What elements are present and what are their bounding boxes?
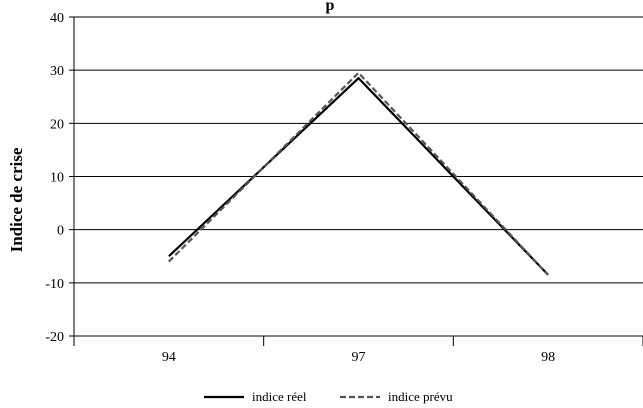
axes [73,17,643,346]
x-tick-labels: 94 97 98 [162,350,555,365]
series-line-reel [168,76,549,276]
y-tick-label: 0 [57,224,64,239]
series-lines [168,71,549,276]
legend-label: indice prévu [388,389,453,404]
gridlines [69,16,643,337]
y-tick-label: 30 [50,64,64,79]
legend: indice réel indice prévu [204,389,453,404]
x-tick-label: 94 [162,350,176,365]
x-tick-label: 97 [352,350,366,365]
y-tick-label: 10 [50,171,64,186]
y-tick-label: 20 [50,117,64,132]
y-tick-label: -20 [45,330,64,345]
y-tick-label: -10 [45,277,64,292]
legend-label: indice réel [252,389,307,404]
x-tick-label: 98 [541,350,555,365]
y-tick-labels: 40 30 20 10 0 -10 -20 [45,11,64,345]
y-axis-label: Indice de crise [7,147,26,252]
series-line-prevu [168,71,549,276]
chart-title: p [326,0,335,14]
y-tick-label: 40 [50,11,64,26]
